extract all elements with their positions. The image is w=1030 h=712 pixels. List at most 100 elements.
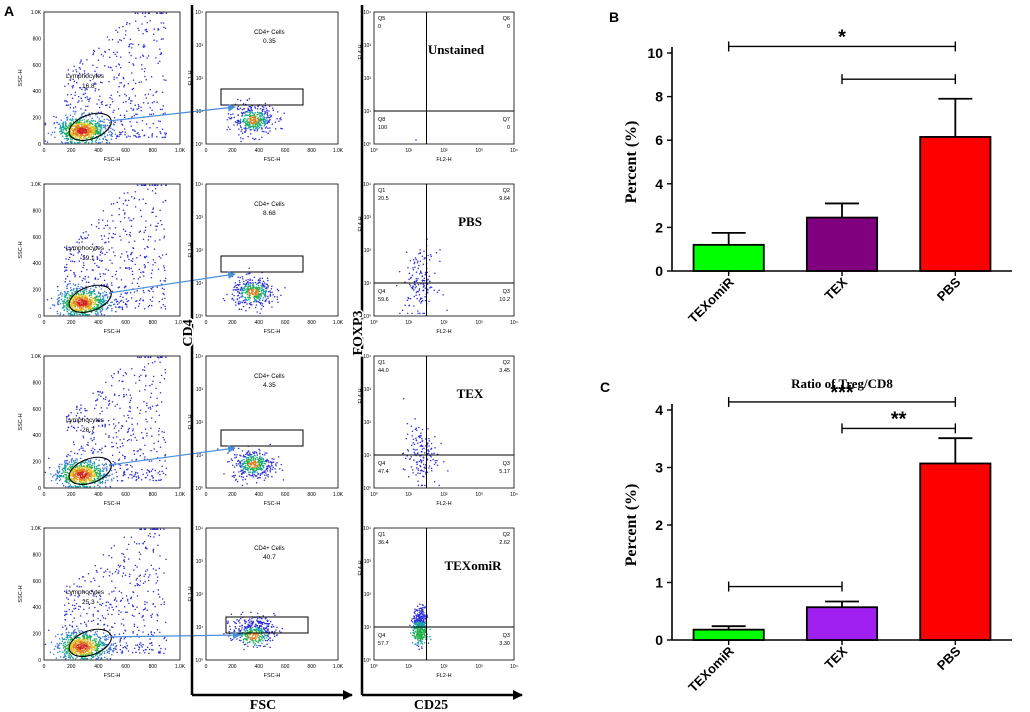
cd4-dot — [269, 294, 272, 297]
cd4-dot — [252, 476, 254, 478]
scatter-dot — [77, 130, 79, 132]
scatter-dot — [99, 133, 102, 135]
cd4-dot — [242, 118, 245, 121]
cd4-dot — [243, 117, 246, 120]
scatter-dot — [90, 134, 92, 136]
scatter-dot — [108, 475, 110, 477]
scatter-dot — [75, 128, 78, 130]
scatter-dot — [68, 461, 71, 463]
scatter-dot — [66, 462, 68, 464]
cd4-dot — [245, 118, 247, 120]
scatter-dot — [82, 471, 84, 474]
scatter-dot — [94, 87, 97, 90]
scatter-dot — [153, 184, 156, 187]
scatter-dot — [48, 466, 51, 469]
scatter-dot — [56, 470, 59, 473]
cd4-dot — [259, 450, 261, 452]
scatter-dot — [96, 419, 99, 422]
cd4-dot — [257, 125, 260, 128]
scatter-dot — [111, 38, 114, 41]
scatter-dot — [111, 135, 113, 138]
scatter-dot — [152, 122, 154, 125]
quadrant-ur-name: Q2 — [503, 188, 510, 194]
scatter-dot — [87, 281, 90, 284]
scatter-dot — [125, 136, 128, 138]
cd4-dot — [242, 472, 244, 474]
scatter-dot — [157, 479, 160, 481]
scatter-dot — [143, 231, 145, 234]
scatter-dot — [123, 470, 125, 473]
scatter-dot — [101, 124, 103, 126]
cd4-dot — [232, 289, 235, 291]
cd4-dot — [231, 464, 234, 466]
scatter-dot — [72, 301, 75, 303]
scatter-dot — [99, 391, 102, 393]
scatter-dot — [98, 222, 100, 224]
x-tick-label: 10⁴ — [510, 320, 518, 326]
scatter-dot — [98, 391, 100, 393]
cd4-dot — [258, 461, 260, 464]
cd4-dot — [248, 291, 251, 294]
scatter-dot — [139, 230, 142, 233]
cd4-dot — [238, 122, 240, 125]
scatter-dot — [153, 39, 155, 41]
scatter-dot — [159, 473, 161, 476]
cd4-dot — [228, 460, 230, 463]
scatter-dot — [60, 642, 63, 645]
cd4-dot — [264, 452, 266, 454]
scatter-dot — [62, 125, 65, 127]
scatter-dot — [152, 264, 154, 266]
cd4-dot — [279, 118, 281, 120]
scatter-dot — [94, 399, 97, 402]
scatter-dot — [96, 116, 99, 118]
flow-row: Lymphocytes19.10020020040040060060080080… — [18, 182, 518, 335]
scatter-dot — [76, 132, 78, 135]
scatter-dot — [84, 310, 86, 312]
scatter-dot — [91, 299, 93, 301]
scatter-dot — [136, 472, 139, 474]
scatter-dot — [70, 412, 72, 414]
scatter-dot — [164, 27, 167, 29]
scatter-dot — [120, 279, 123, 281]
scatter-dot — [102, 124, 105, 126]
scatter-dot — [151, 134, 153, 137]
scatter-dot — [99, 95, 101, 97]
scatter-dot — [118, 301, 120, 304]
scatter-dot — [103, 235, 106, 237]
cd4-dot — [249, 112, 252, 115]
scatter-dot — [84, 133, 87, 135]
scatter-dot — [57, 303, 60, 305]
scatter-dot — [162, 472, 165, 475]
cd4-dot — [254, 123, 257, 126]
cd4-dot — [240, 475, 243, 478]
scatter-dot — [140, 432, 143, 434]
scatter-dot — [84, 303, 87, 306]
scatter-dot — [84, 450, 86, 452]
scatter-dot — [76, 141, 79, 144]
scatter-dot — [84, 89, 86, 91]
scatter-dot — [114, 233, 116, 236]
cd4-dot — [268, 116, 271, 119]
scatter-dot — [100, 288, 103, 290]
scatter-dot — [110, 384, 113, 387]
cd4-dot — [276, 117, 278, 120]
scatter-dot — [125, 292, 128, 295]
cd4-gate-label: CD4+ Cells — [254, 30, 285, 36]
scatter-dot — [159, 446, 162, 449]
cd4-dot — [260, 284, 262, 286]
scatter-dot — [80, 473, 83, 476]
scatter-dot — [142, 299, 144, 302]
scatter-dot — [67, 305, 69, 308]
cd4-dot — [239, 276, 241, 279]
scatter-dot — [76, 287, 79, 290]
scatter-dot — [96, 478, 98, 480]
scatter-dot — [89, 97, 91, 100]
quadrant-dot — [434, 272, 436, 275]
scatter-dot — [134, 263, 136, 266]
scatter-dot — [96, 312, 99, 314]
scatter-dot — [154, 192, 157, 194]
quadrant-lr-value: 0 — [507, 125, 510, 131]
scatter-dot — [64, 141, 67, 144]
cd4-dot — [236, 480, 239, 483]
scatter-dot — [159, 53, 161, 56]
